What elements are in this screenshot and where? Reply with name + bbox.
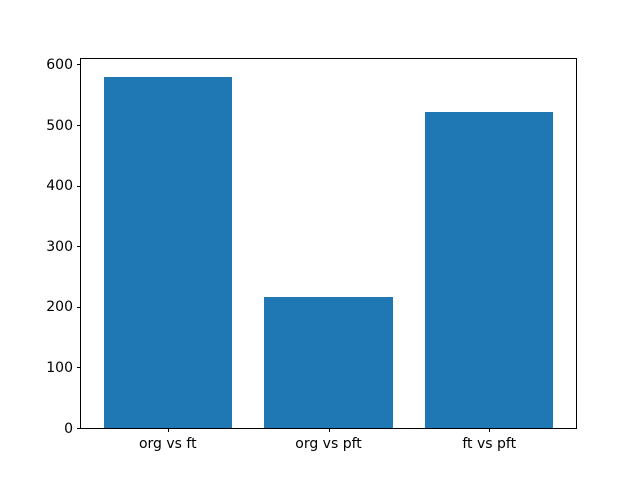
y-axis-tick-label: 600 <box>46 56 73 73</box>
y-axis-tick-mark <box>77 367 81 369</box>
y-axis-tick-label: 0 <box>64 420 73 437</box>
y-axis-tick-mark <box>77 428 81 429</box>
y-axis-tick-mark <box>77 306 81 308</box>
y-axis-tick-label: 300 <box>46 238 73 255</box>
x-axis-tick-mark <box>489 428 491 432</box>
y-axis-tick-label: 500 <box>46 117 73 134</box>
y-axis-tick-mark <box>77 185 81 187</box>
y-axis-tick-mark <box>77 246 81 248</box>
x-axis-category-label: org vs pft <box>295 436 362 452</box>
x-axis-category-label: ft vs pft <box>462 436 517 452</box>
bar-org-vs-pft <box>264 297 393 428</box>
y-axis-tick-label: 400 <box>46 178 73 195</box>
x-axis-tick-mark <box>167 428 169 432</box>
bar-ft-vs-pft <box>424 111 554 428</box>
y-axis-tick-mark <box>77 125 81 127</box>
plot-area: 0 100 200 300 400 500 600 org vs ft org vs pft ft… <box>46 58 577 451</box>
y-axis-tick-label: 100 <box>46 359 73 376</box>
x-axis-tick-mark <box>328 428 330 432</box>
y-axis-tick-mark <box>77 64 81 66</box>
bar-org-vs-ft <box>103 76 233 428</box>
x-axis-category-label: org vs ft <box>138 436 197 452</box>
y-axis-tick-label: 200 <box>46 299 73 316</box>
